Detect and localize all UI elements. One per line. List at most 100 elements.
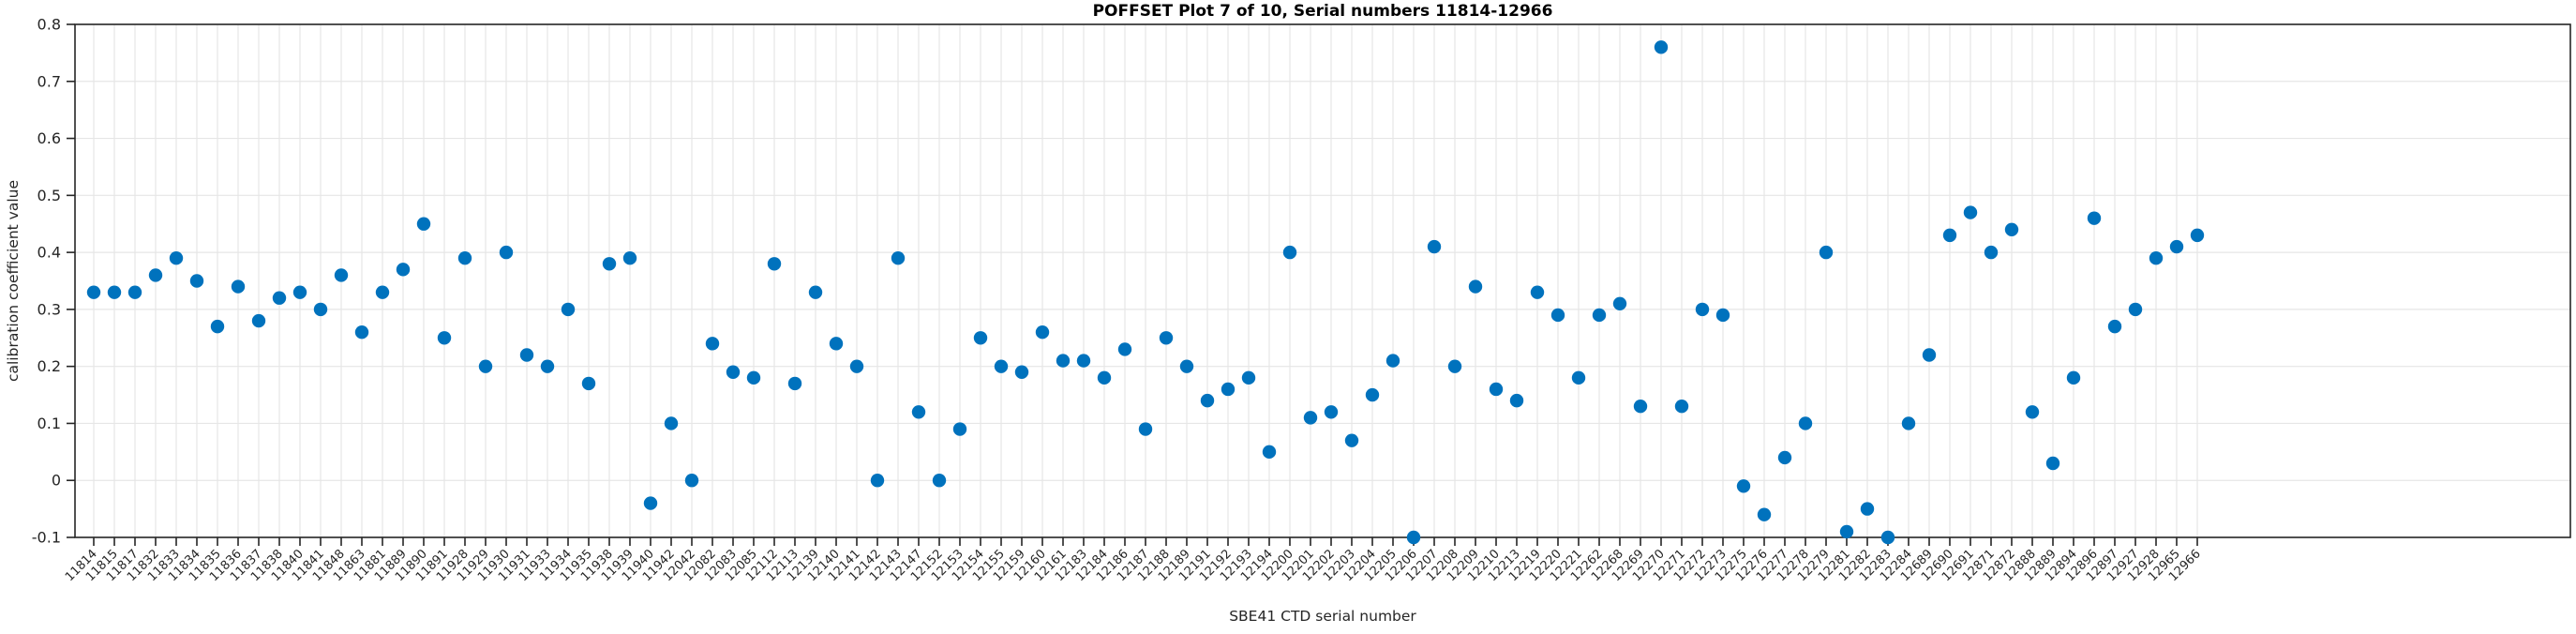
data-point	[2025, 405, 2040, 419]
data-point	[643, 496, 658, 510]
data-point	[1674, 400, 1689, 414]
data-point	[1056, 354, 1071, 368]
grid-lines	[75, 23, 2570, 538]
data-point	[313, 302, 328, 317]
data-point	[684, 474, 699, 488]
y-axis-label: calibration coefficient value	[5, 180, 22, 382]
data-point	[1715, 308, 1730, 323]
data-point	[2128, 302, 2143, 317]
y-tick-label: 0.7	[37, 72, 61, 90]
data-point	[1695, 302, 1710, 317]
data-point	[1076, 354, 1091, 368]
data-point	[148, 268, 163, 282]
data-point	[994, 359, 1009, 373]
data-point	[1365, 387, 1380, 402]
data-point	[1138, 422, 1153, 436]
data-point	[1262, 445, 1277, 460]
data-point	[808, 285, 823, 299]
data-point	[1984, 245, 1999, 260]
data-point	[602, 257, 617, 271]
data-point	[1509, 393, 1524, 408]
chart-title: POFFSET Plot 7 of 10, Serial numbers 118…	[1093, 2, 1553, 21]
data-point	[2107, 319, 2122, 334]
data-point	[2190, 228, 2205, 243]
data-point	[375, 285, 390, 299]
data-point	[1942, 228, 1957, 243]
data-point	[1241, 370, 1256, 385]
data-point	[1385, 354, 1400, 368]
data-point	[251, 313, 266, 328]
data-point	[787, 376, 802, 391]
y-tick-label: 0.5	[37, 187, 61, 204]
data-point	[1922, 348, 1937, 362]
data-point	[2087, 211, 2102, 225]
data-point	[1571, 370, 1586, 385]
data-point	[1633, 400, 1648, 414]
data-point	[1489, 382, 1504, 397]
data-point	[107, 285, 122, 299]
data-point	[1736, 479, 1751, 493]
data-point	[952, 422, 967, 436]
data-point	[1592, 308, 1607, 323]
data-point	[1757, 507, 1772, 521]
axis-box	[74, 23, 2571, 538]
data-point	[767, 257, 782, 271]
y-tick-label: 0.6	[37, 129, 61, 147]
data-point	[1447, 359, 1462, 373]
data-point	[829, 337, 844, 351]
data-point	[1159, 331, 1174, 345]
data-point	[1324, 405, 1339, 419]
data-point	[622, 250, 637, 265]
data-point	[478, 359, 493, 373]
data-point	[1654, 40, 1669, 54]
data-point	[726, 365, 741, 379]
data-point	[849, 359, 864, 373]
data-point	[189, 274, 204, 288]
data-point	[292, 285, 307, 299]
data-point	[561, 302, 576, 317]
data-point	[2149, 250, 2164, 265]
data-point	[231, 279, 246, 294]
data-point	[1612, 296, 1627, 311]
data-point	[1798, 416, 1813, 430]
data-point	[1282, 245, 1297, 260]
data-point	[1880, 530, 1895, 545]
data-point	[499, 245, 514, 260]
data-point	[519, 348, 534, 362]
data-point	[396, 263, 411, 277]
data-point	[1179, 359, 1194, 373]
data-point	[705, 337, 720, 351]
data-point	[1530, 285, 1545, 299]
data-point	[2004, 222, 2019, 236]
data-point	[416, 217, 431, 231]
data-point	[210, 319, 225, 334]
data-point	[1221, 382, 1236, 397]
data-point	[1901, 416, 1916, 430]
data-point	[437, 331, 452, 345]
data-point	[1097, 370, 1112, 385]
data-point	[1117, 342, 1132, 356]
y-tick-label: 0.8	[37, 16, 61, 34]
data-point	[354, 325, 369, 340]
data-point	[334, 268, 349, 282]
data-point	[2169, 239, 2184, 254]
data-point	[1014, 365, 1029, 379]
y-tick-label: 0.2	[37, 357, 61, 375]
data-point	[746, 370, 761, 385]
data-point	[1468, 279, 1483, 294]
data-point	[1860, 502, 1875, 516]
y-tick-label: 0	[52, 472, 61, 490]
data-point	[1303, 411, 1318, 425]
data-point	[540, 359, 555, 373]
x-axis-label: SBE41 CTD serial number	[1229, 608, 1416, 625]
data-point	[272, 291, 287, 305]
data-point	[581, 376, 596, 391]
data-point	[127, 285, 142, 299]
y-tick-label: 0.1	[37, 415, 61, 432]
data-point	[1550, 308, 1565, 323]
axes	[67, 23, 2571, 546]
data-point	[2066, 370, 2081, 385]
tick-labels: 0.80.70.60.50.40.30.20.10-0.111814118151…	[32, 16, 2204, 585]
data-points	[86, 40, 2205, 545]
